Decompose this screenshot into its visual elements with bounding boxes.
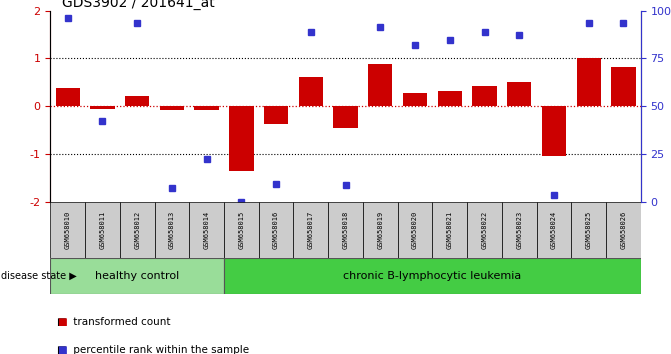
Text: chronic B-lymphocytic leukemia: chronic B-lymphocytic leukemia <box>344 271 521 281</box>
Text: GSM658017: GSM658017 <box>308 211 314 249</box>
Text: GSM658021: GSM658021 <box>447 211 453 249</box>
Bar <box>299 76 323 106</box>
Bar <box>85 202 120 258</box>
Text: GSM658020: GSM658020 <box>412 211 418 249</box>
Bar <box>571 202 606 258</box>
Bar <box>537 202 571 258</box>
Bar <box>333 106 358 128</box>
Bar <box>611 67 635 106</box>
Bar <box>363 202 398 258</box>
Text: disease state ▶: disease state ▶ <box>1 271 76 281</box>
Text: GSM658019: GSM658019 <box>377 211 383 249</box>
Text: ■  transformed count: ■ transformed count <box>57 317 170 327</box>
Text: GDS3902 / 201641_at: GDS3902 / 201641_at <box>62 0 215 10</box>
Bar <box>403 93 427 106</box>
Bar <box>541 106 566 156</box>
Bar <box>507 82 531 106</box>
Bar <box>432 202 467 258</box>
Bar <box>576 58 601 106</box>
Bar <box>502 202 537 258</box>
Text: GSM658022: GSM658022 <box>482 211 488 249</box>
Bar <box>229 106 254 171</box>
Text: GSM658014: GSM658014 <box>203 211 209 249</box>
Bar <box>195 106 219 110</box>
Bar <box>50 258 224 294</box>
Bar <box>224 202 259 258</box>
Bar <box>398 202 432 258</box>
Bar <box>368 64 393 106</box>
Bar <box>606 202 641 258</box>
Bar <box>160 106 184 110</box>
Text: GSM658026: GSM658026 <box>621 211 627 249</box>
Text: ■: ■ <box>57 317 67 327</box>
Text: GSM658025: GSM658025 <box>586 211 592 249</box>
Text: GSM658011: GSM658011 <box>99 211 105 249</box>
Text: GSM658010: GSM658010 <box>64 211 70 249</box>
Bar <box>154 202 189 258</box>
Bar <box>472 86 497 106</box>
Bar <box>56 88 80 106</box>
Bar <box>50 202 85 258</box>
Bar <box>467 202 502 258</box>
Bar <box>91 106 115 109</box>
Text: GSM658024: GSM658024 <box>551 211 557 249</box>
Bar <box>189 202 224 258</box>
Bar <box>224 258 641 294</box>
Text: GSM658013: GSM658013 <box>169 211 175 249</box>
Text: ■: ■ <box>57 345 67 354</box>
Text: GSM658016: GSM658016 <box>273 211 279 249</box>
Text: ■  percentile rank within the sample: ■ percentile rank within the sample <box>57 345 249 354</box>
Text: GSM658023: GSM658023 <box>516 211 522 249</box>
Bar <box>264 106 289 124</box>
Text: GSM658018: GSM658018 <box>343 211 348 249</box>
Bar <box>293 202 328 258</box>
Bar <box>259 202 293 258</box>
Bar <box>328 202 363 258</box>
Text: healthy control: healthy control <box>95 271 179 281</box>
Bar <box>125 96 150 106</box>
Text: GSM658015: GSM658015 <box>238 211 244 249</box>
Bar <box>437 91 462 106</box>
Bar <box>120 202 154 258</box>
Text: GSM658012: GSM658012 <box>134 211 140 249</box>
